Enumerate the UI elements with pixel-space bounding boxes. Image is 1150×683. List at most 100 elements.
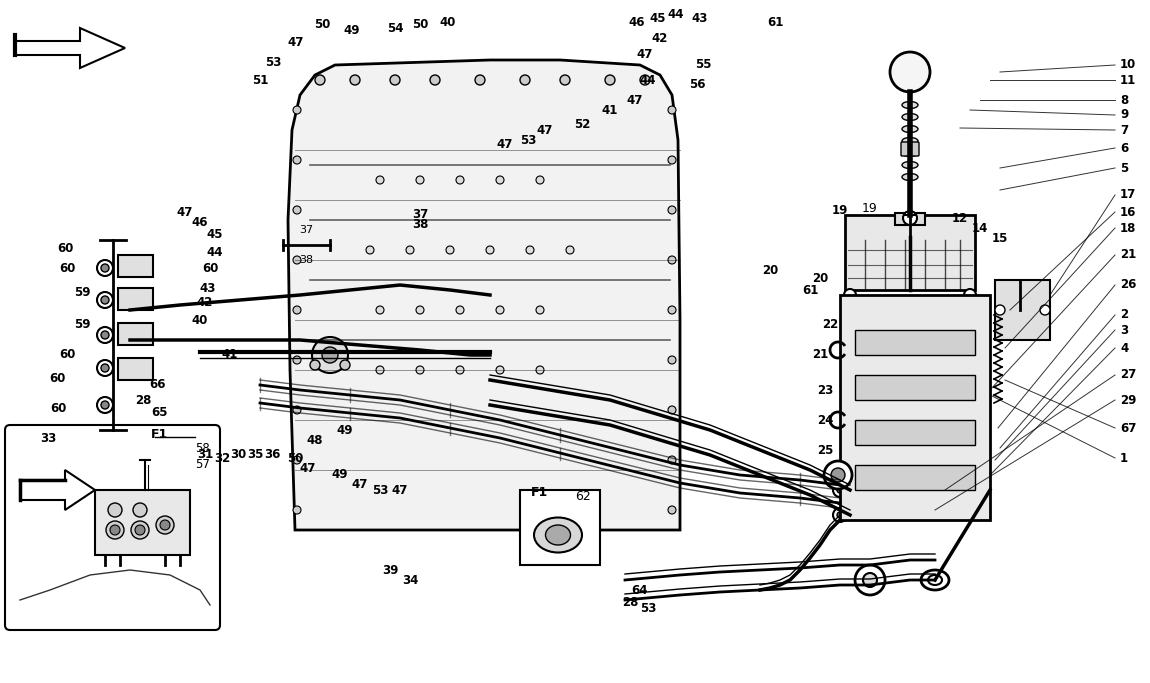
Polygon shape — [20, 470, 95, 510]
Text: 34: 34 — [401, 574, 419, 587]
Circle shape — [376, 306, 384, 314]
Text: 17: 17 — [1120, 189, 1136, 201]
Circle shape — [97, 260, 113, 276]
Circle shape — [293, 306, 301, 314]
Circle shape — [496, 366, 504, 374]
Circle shape — [160, 520, 170, 530]
Text: 50: 50 — [314, 18, 330, 31]
Text: 19: 19 — [862, 201, 877, 214]
Circle shape — [430, 75, 440, 85]
Text: 61: 61 — [767, 16, 783, 29]
Circle shape — [97, 360, 113, 376]
Text: 44: 44 — [207, 245, 223, 258]
Circle shape — [101, 401, 109, 409]
Text: 46: 46 — [192, 216, 208, 229]
Circle shape — [293, 456, 301, 464]
Circle shape — [831, 468, 845, 482]
Text: 31: 31 — [197, 449, 213, 462]
Circle shape — [340, 360, 350, 370]
Circle shape — [310, 360, 320, 370]
Circle shape — [833, 508, 848, 522]
Circle shape — [135, 525, 145, 535]
Text: 58: 58 — [196, 441, 209, 454]
Text: 29: 29 — [1120, 393, 1136, 406]
Text: 9: 9 — [1120, 109, 1128, 122]
Circle shape — [101, 364, 109, 372]
Text: 40: 40 — [439, 16, 457, 29]
Circle shape — [668, 156, 676, 164]
Text: 45: 45 — [207, 229, 223, 242]
Bar — [118, 358, 153, 380]
Text: 20: 20 — [761, 264, 779, 277]
Text: 38: 38 — [412, 219, 428, 232]
Text: 55: 55 — [695, 59, 711, 72]
Text: 21: 21 — [1120, 249, 1136, 262]
Text: 1: 1 — [1120, 451, 1128, 464]
Text: 54: 54 — [386, 21, 404, 35]
Text: 53: 53 — [639, 602, 657, 615]
Text: 64: 64 — [631, 583, 649, 596]
Circle shape — [315, 75, 325, 85]
Text: 37: 37 — [299, 225, 313, 235]
Text: 4: 4 — [1120, 342, 1128, 354]
Text: 56: 56 — [689, 79, 705, 92]
Text: 19: 19 — [831, 204, 849, 217]
Text: 67: 67 — [1120, 421, 1136, 434]
Text: 53: 53 — [371, 484, 389, 497]
Text: 47: 47 — [177, 206, 193, 219]
Text: 44: 44 — [668, 8, 684, 20]
Circle shape — [416, 306, 424, 314]
Ellipse shape — [902, 102, 918, 109]
Bar — [95, 490, 190, 555]
Text: 59: 59 — [74, 285, 90, 298]
Circle shape — [293, 506, 301, 514]
Circle shape — [312, 337, 348, 373]
Text: 5: 5 — [1120, 161, 1128, 174]
Circle shape — [668, 456, 676, 464]
Text: 47: 47 — [627, 94, 643, 107]
Text: 30: 30 — [230, 449, 246, 462]
Circle shape — [416, 366, 424, 374]
Text: 6: 6 — [1120, 141, 1128, 154]
Text: 28: 28 — [135, 393, 151, 406]
Text: 36: 36 — [263, 449, 281, 462]
Text: 41: 41 — [222, 348, 238, 361]
Text: 60: 60 — [59, 348, 75, 361]
Circle shape — [854, 565, 886, 595]
Circle shape — [668, 206, 676, 214]
Circle shape — [668, 256, 676, 264]
Text: 14: 14 — [972, 221, 988, 234]
Circle shape — [97, 292, 113, 308]
Ellipse shape — [545, 525, 570, 545]
Ellipse shape — [921, 570, 949, 590]
Circle shape — [156, 516, 174, 534]
Text: 57: 57 — [196, 458, 209, 471]
Circle shape — [641, 75, 650, 85]
Text: 18: 18 — [1120, 221, 1136, 234]
Text: 28: 28 — [622, 596, 638, 609]
Ellipse shape — [902, 161, 918, 169]
Circle shape — [366, 246, 374, 254]
Circle shape — [406, 246, 414, 254]
Circle shape — [862, 573, 877, 587]
Bar — [895, 213, 925, 225]
Text: 10: 10 — [1120, 59, 1136, 72]
Text: 47: 47 — [497, 139, 513, 152]
Ellipse shape — [902, 173, 918, 180]
Text: 44: 44 — [639, 74, 657, 87]
Text: 49: 49 — [344, 23, 360, 36]
Circle shape — [486, 246, 494, 254]
Circle shape — [536, 176, 544, 184]
Circle shape — [890, 52, 930, 92]
Circle shape — [293, 156, 301, 164]
Text: 50: 50 — [412, 18, 428, 31]
Ellipse shape — [902, 113, 918, 120]
Circle shape — [520, 75, 530, 85]
Ellipse shape — [928, 575, 942, 585]
Text: 23: 23 — [816, 383, 833, 397]
Circle shape — [131, 521, 150, 539]
Bar — [118, 255, 153, 277]
Text: F1: F1 — [531, 486, 549, 499]
Circle shape — [457, 306, 463, 314]
FancyBboxPatch shape — [5, 425, 220, 630]
